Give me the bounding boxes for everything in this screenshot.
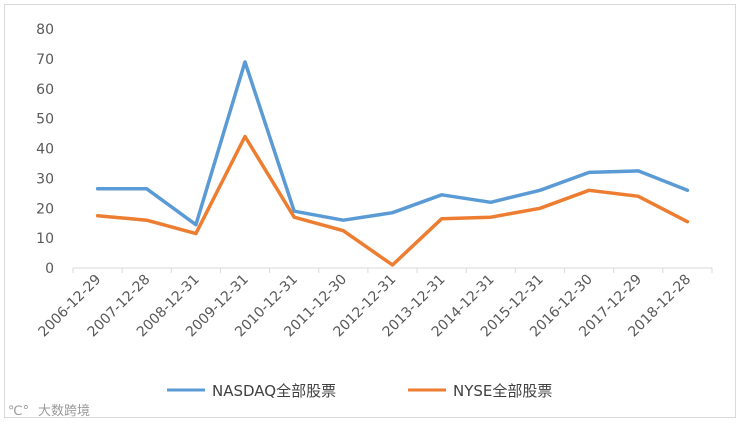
chart-frame [4, 4, 736, 418]
y-tick-label: 50 [36, 112, 54, 128]
y-tick-label: 10 [36, 231, 54, 247]
y-tick-label: 60 [36, 82, 54, 98]
legend-label-nasdaq: NASDAQ全部股票 [212, 382, 336, 400]
series-lines [95, 60, 690, 267]
y-tick-label: 40 [36, 142, 54, 158]
legend: NASDAQ全部股票 NYSE全部股票 [167, 382, 552, 400]
legend-label-nyse: NYSE全部股票 [453, 382, 552, 400]
series-line-nyse [95, 134, 690, 267]
watermark-icon: ℃° [8, 404, 29, 419]
y-tick-label: 70 [36, 52, 54, 68]
watermark-text: 大数跨境 [38, 404, 90, 419]
y-axis: 0 10 20 30 40 50 60 70 80 [36, 22, 54, 277]
y-tick-label: 20 [36, 201, 54, 217]
watermark: ℃° 大数跨境 [8, 404, 90, 419]
y-tick-label: 80 [36, 22, 54, 38]
series-line-nasdaq [95, 60, 690, 227]
y-tick-label: 30 [36, 171, 54, 187]
x-axis: 2006-12-292007-12-282008-12-312009-12-31… [36, 267, 713, 340]
y-tick-label: 0 [45, 261, 54, 277]
